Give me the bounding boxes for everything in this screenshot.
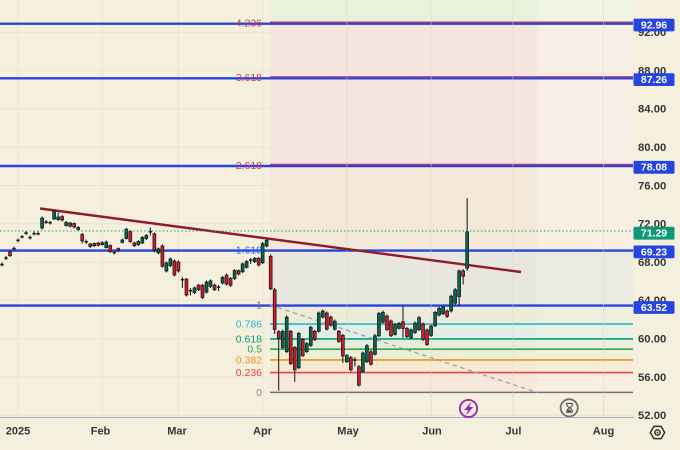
svg-text:71.29: 71.29 [641, 228, 667, 240]
svg-text:Mar: Mar [167, 426, 187, 438]
svg-text:87.26: 87.26 [641, 74, 667, 86]
svg-text:2025: 2025 [6, 426, 30, 438]
svg-text:84.00: 84.00 [638, 104, 666, 116]
svg-text:63.52: 63.52 [641, 302, 667, 314]
svg-text:78.08: 78.08 [641, 162, 667, 174]
svg-text:1.618: 1.618 [236, 245, 262, 257]
svg-text:92.96: 92.96 [641, 19, 667, 31]
svg-text:0.5: 0.5 [247, 344, 262, 356]
svg-text:Apr: Apr [253, 426, 273, 438]
svg-text:80.00: 80.00 [638, 142, 666, 154]
svg-text:52.00: 52.00 [638, 410, 666, 422]
svg-text:May: May [337, 426, 359, 438]
svg-text:0.236: 0.236 [236, 367, 262, 379]
svg-text:4.236: 4.236 [236, 18, 262, 30]
svg-text:76.00: 76.00 [638, 180, 666, 192]
svg-text:3.618: 3.618 [236, 72, 262, 84]
svg-text:68.00: 68.00 [638, 257, 666, 269]
svg-text:0.786: 0.786 [236, 319, 262, 331]
svg-text:0.382: 0.382 [236, 354, 262, 366]
svg-text:60.00: 60.00 [638, 334, 666, 346]
svg-text:Aug: Aug [593, 426, 614, 438]
svg-text:56.00: 56.00 [638, 372, 666, 384]
svg-text:0.618: 0.618 [236, 333, 262, 345]
svg-text:Feb: Feb [91, 426, 111, 438]
svg-text:Jun: Jun [422, 426, 442, 438]
svg-text:69.23: 69.23 [641, 246, 667, 258]
svg-text:1: 1 [256, 300, 262, 312]
svg-text:0: 0 [256, 387, 262, 399]
svg-text:2.618: 2.618 [236, 160, 262, 172]
svg-text:Jul: Jul [506, 426, 522, 438]
